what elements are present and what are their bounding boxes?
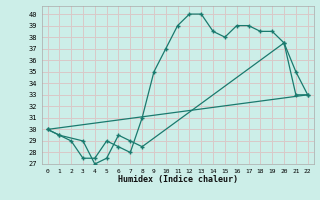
X-axis label: Humidex (Indice chaleur): Humidex (Indice chaleur) [118, 175, 237, 184]
